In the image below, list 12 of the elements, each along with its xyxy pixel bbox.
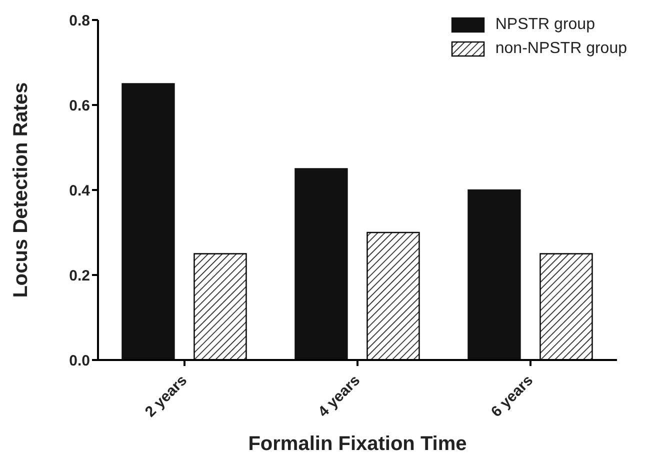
y-axis-title: Locus Detection Rates	[10, 82, 32, 298]
bar	[294, 168, 348, 360]
legend-label: non-NPSTR group	[495, 40, 627, 58]
y-tick-label: 0.6	[69, 97, 90, 114]
legend-label: NPSTR group	[495, 16, 595, 34]
y-tick-label: 0.8	[69, 12, 90, 30]
x-axis-title: Formalin Fixation Time	[248, 433, 467, 455]
y-tick-label: 0.0	[69, 352, 90, 370]
bar	[468, 189, 521, 360]
bar	[122, 83, 175, 360]
y-tick-label: 0.2	[69, 267, 90, 284]
y-tick-label: 0.4	[69, 182, 91, 200]
